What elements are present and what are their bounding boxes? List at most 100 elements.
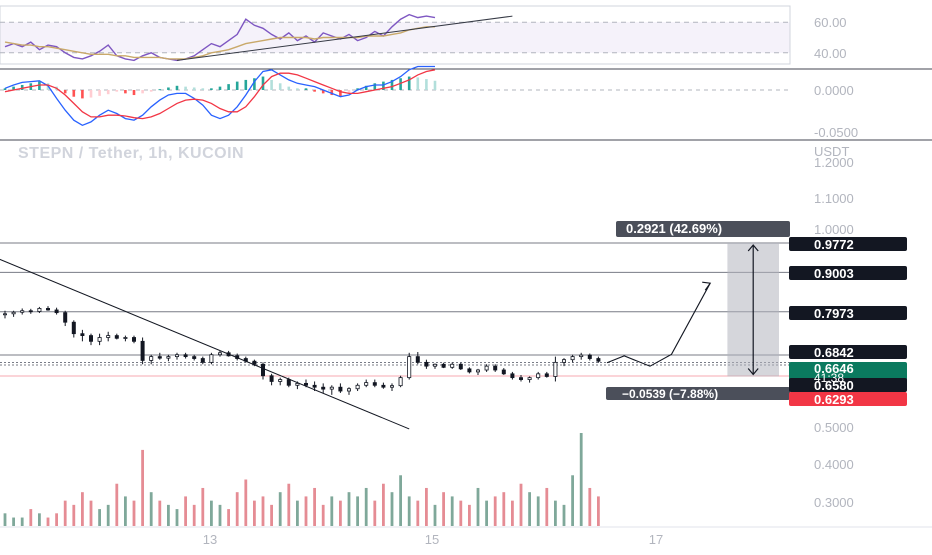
price-tag-label: 0.6646 — [814, 361, 854, 376]
macd-histogram-bar — [244, 79, 248, 90]
volume-bar — [253, 500, 256, 526]
candle-body — [20, 310, 25, 313]
macd-histogram-bar — [72, 90, 76, 97]
volume-bar — [390, 492, 394, 526]
macd-histogram-bar — [356, 88, 359, 90]
candle-body — [355, 384, 360, 390]
price-tag-label: 0.7973 — [814, 306, 854, 321]
candle-body — [424, 361, 429, 367]
volume-bar — [132, 500, 136, 526]
macd-histogram-bar — [184, 86, 187, 90]
macd-histogram-bar — [407, 76, 411, 90]
macd-histogram-bar — [253, 78, 256, 90]
volume-bar — [425, 487, 428, 526]
volume-bar — [55, 513, 58, 526]
macd-histogram-bar — [287, 86, 291, 90]
price-tick-label: 1.2000 — [814, 155, 854, 170]
price-tag-label: 0.6580 — [814, 378, 854, 393]
candle-body — [37, 308, 42, 312]
candle-body — [278, 379, 283, 382]
measure-down-label: −0.0539 (−7.88%) — [622, 387, 718, 401]
candle-body — [587, 354, 592, 359]
macd-histogram-bar — [339, 90, 342, 97]
volume-bar — [493, 496, 497, 526]
volume-bar — [442, 492, 445, 526]
macd-histogram-bar — [321, 90, 325, 94]
rsi-frame — [0, 5, 791, 65]
candle-body — [260, 363, 265, 377]
macd-histogram-bar — [81, 90, 84, 99]
time-tick-label: 17 — [649, 532, 663, 547]
price-unit-label: USDT — [814, 144, 849, 159]
candle-body — [364, 382, 369, 386]
bar-countdown: 41:38 — [814, 371, 844, 385]
macd-histogram-bar — [227, 84, 230, 90]
price-tick-label: 1.1000 — [814, 191, 854, 206]
volume-bar — [554, 500, 557, 526]
projection-path — [606, 282, 711, 367]
candle-body — [295, 382, 300, 386]
volume-bar — [347, 492, 351, 526]
volume-bar — [321, 504, 325, 526]
candle-body — [192, 356, 197, 359]
volume-bar — [89, 500, 93, 526]
candle-body — [536, 373, 541, 379]
candle-body — [80, 333, 85, 336]
macd-histogram-bar — [399, 78, 402, 90]
volume-bar — [12, 517, 15, 526]
candle-body — [140, 340, 145, 361]
volume-bar — [536, 496, 540, 526]
candle-body — [458, 363, 463, 370]
volume-bar — [210, 500, 213, 526]
measure-arrow-head-up — [747, 244, 759, 252]
volume-bar — [81, 492, 84, 526]
volume-bar — [124, 496, 127, 526]
candle-body — [3, 313, 8, 316]
candle-body — [114, 335, 119, 339]
candle-body — [46, 308, 51, 311]
candle-body — [71, 321, 76, 335]
candle-body — [157, 356, 162, 359]
macd-histogram-bar — [89, 90, 93, 98]
macd-histogram-bar — [63, 90, 67, 94]
candle-body — [450, 363, 455, 368]
candle-body — [174, 354, 179, 358]
candle-body — [252, 360, 257, 365]
candle-body — [54, 309, 59, 314]
candle-body — [106, 335, 111, 338]
rsi-series-line-1 — [4, 26, 435, 60]
candle-body — [527, 377, 532, 380]
candle-body — [389, 385, 394, 388]
volume-bar — [149, 492, 153, 526]
volume-bar — [98, 509, 101, 526]
price-tick-label: 0.5000 — [814, 420, 854, 435]
candle-body — [596, 358, 601, 362]
macd-series-line-0 — [4, 65, 435, 127]
volume-bar — [502, 492, 506, 526]
macd-histogram-bar — [261, 76, 265, 90]
volume-bar — [519, 483, 523, 526]
volume-bar — [235, 492, 239, 526]
volume-bar — [29, 509, 33, 526]
macd-histogram-bar — [373, 83, 377, 90]
candle-body — [226, 352, 231, 357]
volume-bar — [270, 504, 273, 526]
macd-histogram-bar — [218, 86, 222, 90]
volume-bar — [468, 504, 471, 526]
volume-bar — [485, 500, 488, 526]
volume-bar — [597, 496, 600, 526]
price-tag-label: 0.9003 — [814, 266, 854, 281]
volume-bar — [356, 496, 359, 526]
macd-histogram-bar — [210, 88, 213, 90]
candle-body — [467, 368, 472, 373]
volume-bar — [3, 513, 7, 526]
macd-histogram-bar — [278, 83, 282, 90]
candle-body — [149, 356, 154, 361]
volume-bar — [407, 496, 411, 526]
macd-tick-label: -0.0500 — [814, 125, 858, 140]
macd-histogram-bar — [175, 85, 179, 90]
candle-body — [269, 375, 274, 382]
candle-body — [329, 386, 334, 390]
macd-histogram-bar — [330, 90, 334, 96]
